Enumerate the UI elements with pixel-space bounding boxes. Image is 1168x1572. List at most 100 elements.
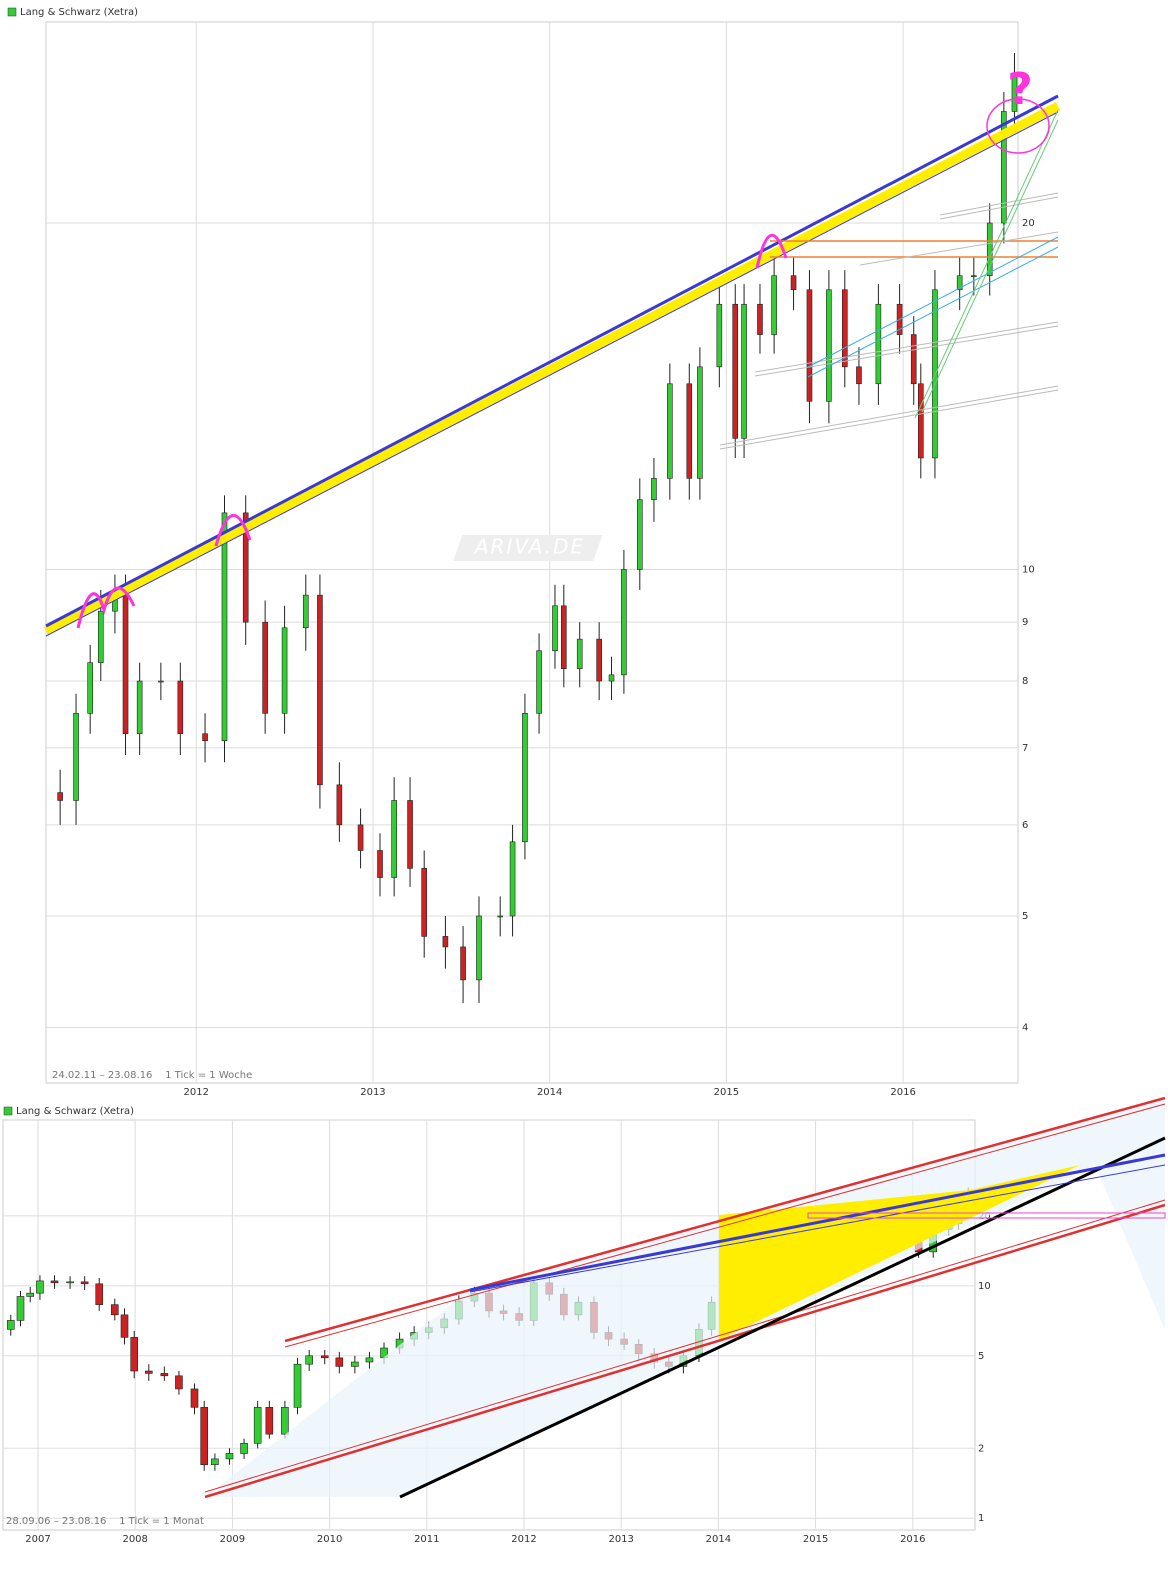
- top-marker: [76, 586, 136, 629]
- trend-line: [469, 1164, 1166, 1293]
- top-marker: [755, 234, 788, 269]
- highlight-circle: [986, 98, 1050, 154]
- candle-body: [262, 621, 268, 714]
- candle-body: [36, 1280, 44, 1294]
- candle-body: [160, 1373, 169, 1377]
- channel-line: [939, 196, 1059, 220]
- support-line: [914, 109, 1059, 419]
- candle-body: [667, 383, 673, 479]
- candle-body: [293, 1363, 302, 1408]
- x-tick-label: 2009: [220, 1534, 245, 1545]
- candle-body: [509, 841, 516, 917]
- y-tick-label: 8: [1022, 676, 1028, 687]
- candle-body: [265, 1407, 274, 1435]
- candle-body: [986, 222, 993, 276]
- candle-body: [120, 1314, 129, 1338]
- candle-body: [910, 334, 917, 385]
- candle-body: [1011, 72, 1018, 112]
- candle-body: [320, 1355, 329, 1359]
- x-tick-label: 2013: [360, 1087, 385, 1098]
- y-tick-label: 2: [978, 1443, 984, 1454]
- y-tick-label: 5: [1022, 911, 1028, 922]
- candle-body: [856, 366, 862, 385]
- candle-body: [932, 289, 938, 459]
- channel-line: [939, 192, 1059, 216]
- watermark: ARIVA.DE: [473, 535, 585, 559]
- candle-body: [175, 1375, 183, 1390]
- candle-body: [158, 680, 164, 683]
- plot-layer: 2012 2013 2014 2015 2016 4 5 6 7 8 9 10 20 ARIVA.DE 24…: [2, 7, 1035, 1545]
- candle-body: [200, 1407, 209, 1465]
- y-tick-label: 10: [1022, 565, 1035, 576]
- candle-body: [242, 512, 249, 623]
- annotation: ?: [1007, 64, 1033, 115]
- candle-body: [732, 303, 739, 439]
- candle-body: [391, 800, 397, 878]
- trend-line: [469, 1153, 1166, 1292]
- channel-line: [204, 1203, 1166, 1499]
- channel-line: [754, 325, 1059, 377]
- x-tick-label: 2010: [317, 1534, 342, 1545]
- y-tick-label: 10: [978, 1281, 991, 1292]
- legend-label: Lang & Schwarz (Xetra): [16, 1106, 134, 1117]
- candle-body: [130, 1337, 139, 1372]
- candle-body: [211, 1458, 219, 1465]
- candle-body: [202, 733, 208, 742]
- trend-band: [43, 102, 1061, 635]
- support-line: [399, 1136, 1166, 1499]
- candle-body: [651, 478, 657, 500]
- support-line: [807, 246, 1059, 378]
- candle-body: [917, 383, 924, 459]
- candle-body: [806, 289, 813, 402]
- trend-line: [45, 94, 1059, 628]
- candle-body: [80, 1281, 89, 1285]
- candle-body: [596, 638, 602, 682]
- candle-body: [771, 275, 777, 335]
- y-tick-label: 7: [1022, 743, 1028, 754]
- candle-body: [136, 680, 143, 735]
- legend-label: Lang & Schwarz (Xetra): [20, 7, 138, 18]
- candle-body: [741, 303, 747, 439]
- candle-body: [253, 1407, 262, 1444]
- candle-body: [476, 915, 482, 981]
- candle-body: [66, 1281, 74, 1284]
- channel-line: [859, 231, 1059, 266]
- candle-body: [536, 650, 542, 714]
- candle-body: [497, 915, 503, 918]
- x-tick-label: 2014: [537, 1087, 562, 1098]
- candle-body: [6, 1320, 15, 1330]
- candle-body: [95, 1283, 104, 1305]
- candle-body: [336, 784, 343, 826]
- channel-line: [204, 1199, 1166, 1493]
- footer-note: 28.09.06 – 23.08.16 1 Tick = 1 Monat: [6, 1516, 204, 1527]
- candle-body: [73, 713, 79, 801]
- legend-swatch: [3, 1106, 13, 1116]
- candle-body: [971, 275, 977, 277]
- x-tick-label: 2012: [183, 1087, 208, 1098]
- candle-body: [460, 946, 466, 981]
- candle-body: [305, 1355, 313, 1365]
- candle-body: [621, 569, 627, 676]
- level-band: [807, 1212, 1166, 1219]
- candle-body: [686, 383, 693, 479]
- candle-body: [421, 868, 427, 937]
- candle-body: [637, 499, 643, 570]
- candle-body: [442, 936, 449, 948]
- x-tick-label: 2014: [706, 1534, 731, 1545]
- watermark-box: [453, 535, 603, 561]
- candle-body: [317, 594, 323, 786]
- x-tick-label: 2011: [414, 1534, 439, 1545]
- candle-body: [16, 1296, 25, 1321]
- candle-body: [377, 850, 383, 878]
- candle-body: [842, 289, 848, 368]
- candle-body: [875, 303, 882, 385]
- top-marker: [214, 514, 252, 547]
- candle-body: [357, 824, 364, 851]
- triangle-fill: [719, 1165, 1080, 1340]
- support-line: [921, 119, 1059, 413]
- x-tick-label: 2013: [608, 1534, 633, 1545]
- candle-body: [351, 1361, 359, 1367]
- channel-line: [754, 321, 1059, 373]
- candle-body: [50, 1280, 59, 1284]
- candle-body: [97, 610, 104, 663]
